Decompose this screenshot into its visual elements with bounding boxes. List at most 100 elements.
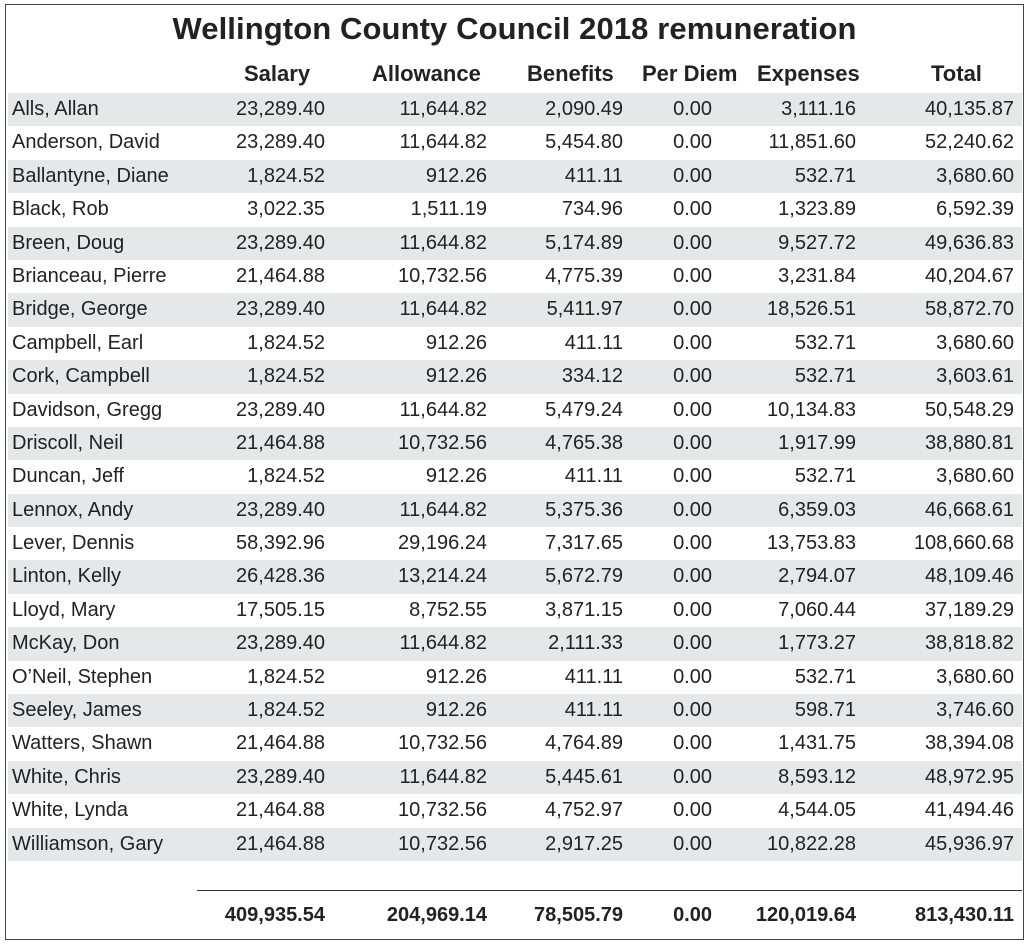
per-diem-cell: 0.00 [673,699,712,722]
table-row: Driscoll, Neil 21,464.88 10,732.56 4,765.38… [8,426,1022,461]
per-diem-cell: 0.00 [673,765,712,788]
per-diem-cell: 0.00 [673,365,712,388]
benefits-cell: 2,111.33 [548,632,623,655]
benefits-cell: 5,375.36 [545,498,623,521]
per-diem-cell: 0.00 [673,498,712,521]
header-salary: Salary [244,61,311,86]
expenses-cell: 11,851.60 [768,131,857,154]
per-diem-cell: 0.00 [673,532,712,555]
allowance-cell: 912.26 [425,331,487,354]
allowance-cell: 11,644.82 [399,131,488,154]
expenses-cell: 8,593.12 [778,765,856,788]
salary-cell: 1,824.52 [247,365,325,388]
allowance-cell: 10,732.56 [398,832,487,855]
expenses-cell: 3,111.16 [781,98,856,120]
salary-cell: 23,289.40 [236,765,325,788]
per-diem-cell: 0.00 [673,131,712,154]
allowance-cell: 11,644.82 [399,231,488,254]
total-benefits: 78,505.79 [534,904,623,926]
total-cell: 46,668.61 [925,498,1014,521]
total-cell: 48,109.46 [925,565,1014,588]
total-cell: 3,680.60 [936,665,1014,688]
allowance-cell: 10,732.56 [398,732,487,755]
benefits-cell: 3,871.15 [545,598,623,621]
councillor-name: Watters, Shawn [12,732,153,755]
table-row: Lloyd, Mary 17,505.15 8,752.55 3,871.15 0.00… [8,594,1022,627]
benefits-cell: 4,764.89 [545,732,623,755]
total-cell: 40,135.87 [925,98,1014,120]
total-allowance: 204,969.14 [386,904,487,926]
table-row: Anderson, David 23,289.40 11,644.82 5,454.8… [8,126,1022,159]
per-diem-cell: 0.00 [673,565,712,588]
total-cell: 3,680.60 [936,331,1014,354]
benefits-cell: 5,672.79 [545,565,623,588]
per-diem-cell: 0.00 [673,398,712,421]
benefits-cell: 5,411.97 [546,298,623,321]
expenses-cell: 598.71 [794,699,856,722]
councillor-name: Lennox, Andy [12,498,134,521]
salary-cell: 1,824.52 [247,665,325,688]
benefits-cell: 5,454.80 [545,131,623,154]
allowance-cell: 11,644.82 [399,298,488,321]
table-row: Duncan, Jeff 1,824.52 912.26 411.11 0.00 532.… [8,460,1022,493]
allowance-cell: 912.26 [425,465,487,488]
salary-cell: 21,464.88 [236,832,325,855]
total-cell: 52,240.62 [925,131,1014,154]
salary-cell: 1,824.52 [247,465,325,488]
benefits-cell: 334.12 [561,365,623,388]
salary-cell: 1,824.52 [247,164,325,187]
expenses-cell: 18,526.51 [767,298,856,321]
allowance-cell: 11,644.82 [399,765,488,788]
per-diem-cell: 0.00 [673,431,712,454]
header-per-diem: Per Diem [642,61,738,86]
benefits-cell: 734.96 [561,198,623,221]
allowance-cell: 912.26 [425,665,487,688]
table-row: Williamson, Gary 21,464.88 10,732.56 2,917.… [8,827,1022,861]
table-row: Watters, Shawn 21,464.88 10,732.56 4,764.89… [8,727,1022,760]
per-diem-cell: 0.00 [673,799,712,822]
councillor-name: Linton, Kelly [12,565,121,588]
expenses-cell: 3,231.84 [778,264,856,287]
per-diem-cell: 0.00 [673,98,712,120]
expenses-cell: 2,794.07 [778,565,856,588]
per-diem-cell: 0.00 [673,331,712,354]
councillor-name: Campbell, Earl [12,331,144,354]
salary-cell: 23,289.40 [236,298,325,321]
table-row: Cork, Campbell 1,824.52 912.26 334.12 0.00 53… [8,360,1022,394]
councillor-name: Brianceau, Pierre [12,264,167,287]
allowance-cell: 11,644.82 [399,398,488,421]
salary-cell: 1,824.52 [247,699,325,722]
benefits-cell: 5,479.24 [545,398,623,421]
allowance-cell: 11,644.82 [399,98,488,120]
table-row: Campbell, Earl 1,824.52 912.26 411.11 0.00 53… [8,327,1022,360]
allowance-cell: 11,644.82 [399,498,488,521]
expenses-cell: 532.71 [794,365,856,388]
total-cell: 58,872.70 [925,298,1014,321]
per-diem-cell: 0.00 [673,832,712,855]
salary-cell: 26,428.36 [236,565,325,588]
page-title: Wellington County Council 2018 remunerat… [172,11,857,46]
councillor-name: Duncan, Jeff [12,465,124,488]
table-row: McKay, Don 23,289.40 11,644.82 2,111.33 0.00… [8,627,1022,661]
total-cell: 3,680.60 [936,465,1014,488]
benefits-cell: 2,917.25 [545,832,623,855]
councillor-name: McKay, Don [12,632,120,655]
allowance-cell: 912.26 [425,164,487,187]
per-diem-cell: 0.00 [673,632,712,655]
salary-cell: 58,392.96 [236,532,325,555]
expenses-cell: 6,359.03 [778,498,856,521]
salary-cell: 17,505.15 [236,598,325,621]
benefits-cell: 5,445.61 [545,765,623,788]
salary-cell: 23,289.40 [236,632,325,655]
salary-cell: 3,022.35 [247,198,325,221]
per-diem-cell: 0.00 [673,198,712,221]
table-row: Lennox, Andy 23,289.40 11,644.82 5,375.36 0.… [8,493,1022,528]
councillor-name: Davidson, Gregg [12,398,163,421]
salary-cell: 21,464.88 [236,431,325,454]
councillor-name: Alls, Allan [12,98,99,120]
header-benefits: Benefits [527,61,614,86]
total-cell: 6,592.39 [936,198,1014,221]
table-row: Davidson, Gregg 23,289.40 11,644.82 5,479.2… [8,394,1022,427]
total-cell: 45,936.97 [925,832,1014,855]
total-cell: 37,189.29 [925,598,1014,621]
